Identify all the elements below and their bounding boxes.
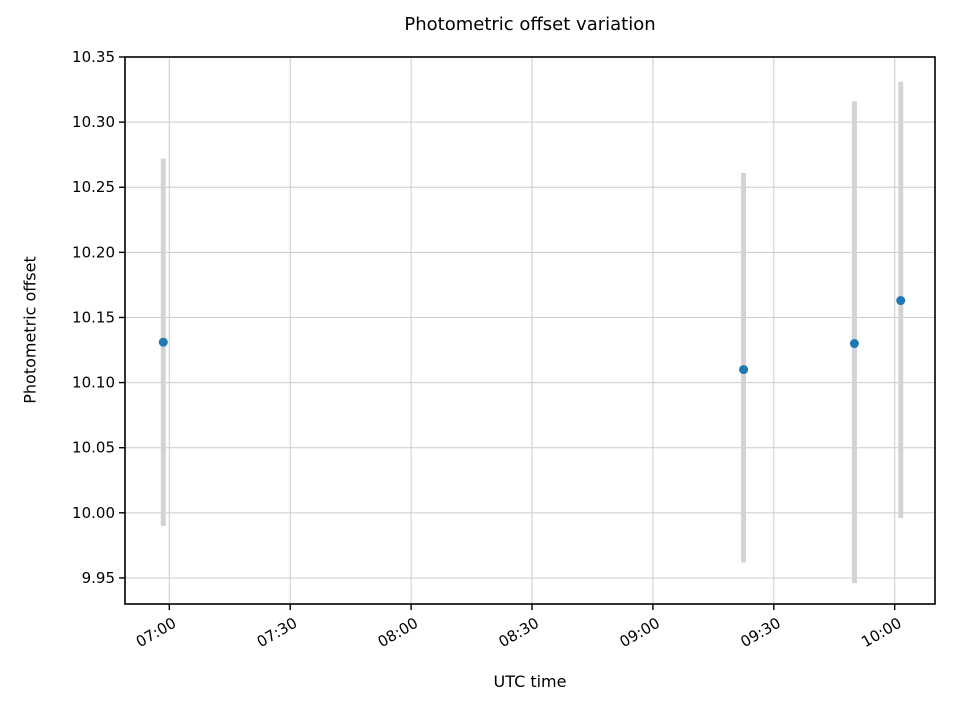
x-tick-label: 10:00 xyxy=(858,614,904,651)
chart-title: Photometric offset variation xyxy=(404,14,656,35)
y-axis-label: Photometric offset xyxy=(20,256,40,404)
x-axis-label: UTC time xyxy=(493,672,567,691)
data-point xyxy=(849,339,859,349)
y-tick-label: 10.15 xyxy=(72,308,115,326)
x-tick-label: 08:30 xyxy=(496,614,542,651)
y-tick-label: 9.95 xyxy=(82,569,115,587)
y-tick-label: 10.25 xyxy=(72,178,115,196)
x-tick-label: 07:30 xyxy=(254,614,300,651)
y-tick-label: 10.00 xyxy=(72,504,115,522)
x-tick-label: 09:30 xyxy=(737,614,783,651)
y-tick-label: 10.20 xyxy=(72,243,115,261)
x-tick-label: 08:00 xyxy=(375,614,421,651)
axes-spines xyxy=(124,56,936,605)
y-tick-label: 10.05 xyxy=(72,439,115,457)
x-tick-label: 07:00 xyxy=(133,614,179,651)
data-point xyxy=(158,337,168,347)
y-tick-label: 10.35 xyxy=(72,48,115,66)
y-tick-label: 10.10 xyxy=(72,374,115,392)
data-point xyxy=(739,365,749,375)
x-tick-label: 09:00 xyxy=(616,614,662,651)
data-point xyxy=(896,296,906,306)
y-tick-label: 10.30 xyxy=(72,113,115,131)
